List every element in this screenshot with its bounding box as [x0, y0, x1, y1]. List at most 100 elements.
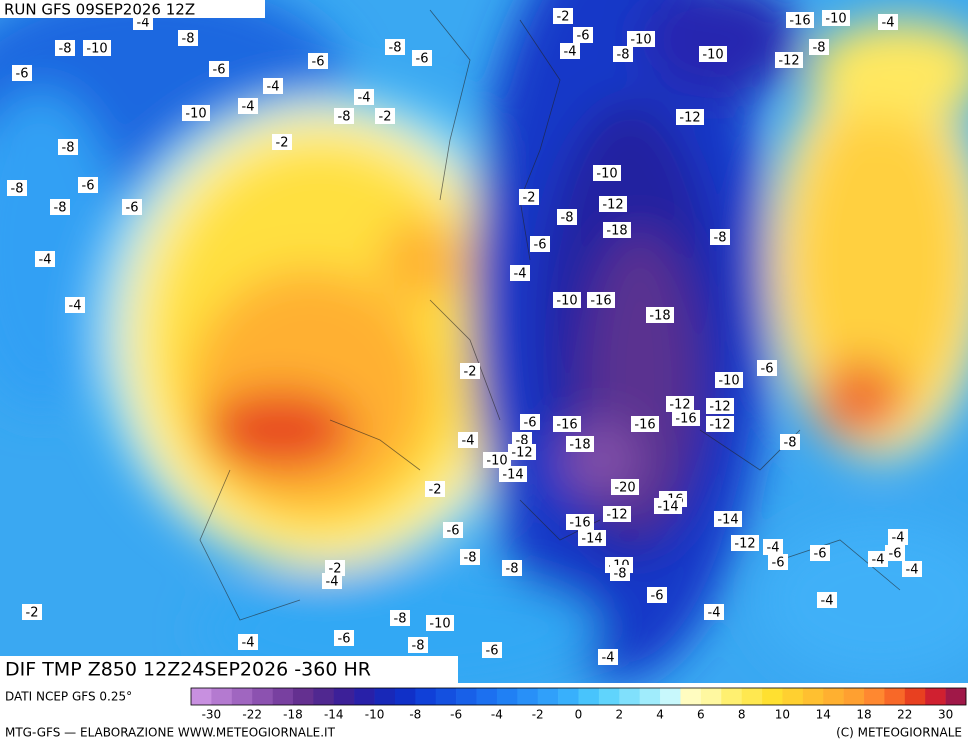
contour-label: -4	[39, 253, 52, 268]
contour-label-box	[12, 65, 32, 81]
colorbar-tick-label: -14	[324, 708, 344, 722]
credit-right: (C) METEOGIORNALE	[836, 726, 962, 740]
colorbar-swatch	[823, 688, 844, 705]
contour-label: -4	[821, 594, 834, 609]
contour-label-box	[122, 199, 142, 215]
contour-label: -18	[569, 438, 590, 453]
contour-label-box	[178, 30, 198, 46]
contour-label: -14	[717, 513, 738, 528]
contour-label: -4	[326, 575, 339, 590]
contour-label-box	[646, 307, 674, 323]
contour-label-box	[560, 43, 580, 59]
contour-label-box	[666, 396, 694, 412]
contour-label: -8	[464, 551, 477, 566]
contour-label-box	[510, 265, 530, 281]
contour-label: -18	[649, 309, 670, 324]
contour-label: -6	[416, 52, 429, 67]
contour-label: -16	[634, 418, 655, 433]
contour-label-box	[822, 10, 850, 26]
contour-label: -8	[506, 562, 519, 577]
contour-label: -8	[54, 201, 67, 216]
contour-label: -2	[379, 110, 392, 125]
contour-label-box	[573, 27, 593, 43]
contour-label: -4	[564, 45, 577, 60]
contour-label-box	[611, 479, 639, 495]
contour-label-box	[676, 109, 704, 125]
colorbar-tick-label: 0	[575, 708, 583, 722]
contour-label-box	[631, 416, 659, 432]
contour-label-box	[557, 209, 577, 225]
colorbar-swatch	[517, 688, 539, 705]
contour-label: -8	[338, 110, 351, 125]
contour-label: -6	[577, 29, 590, 44]
contour-label: -10	[630, 33, 651, 48]
colorbar-swatch	[904, 688, 926, 705]
colorbar-swatch	[864, 688, 885, 705]
contour-label: -14	[581, 532, 602, 547]
contour-label: -14	[657, 500, 678, 515]
contour-label-box	[408, 637, 428, 653]
colorbar-swatch	[496, 688, 518, 705]
contour-label: -12	[679, 111, 700, 126]
contour-label: -4	[358, 91, 371, 106]
contour-label-box	[65, 297, 85, 313]
contour-label-box	[710, 229, 730, 245]
contour-label-box	[603, 506, 631, 522]
contour-label-box	[263, 78, 283, 94]
colorbar-swatch	[231, 688, 253, 705]
contour-label-box	[483, 452, 511, 468]
contour-label: -8	[394, 612, 407, 627]
contour-label-box	[647, 587, 667, 603]
contour-label-box	[334, 108, 354, 124]
contour-label: -6	[213, 63, 226, 78]
contour-label-box	[587, 292, 615, 308]
contour-label: -4	[892, 531, 905, 546]
contour-label-box	[699, 46, 727, 62]
colorbar-tick-label: 10	[775, 708, 790, 722]
colorbar-tick-label: 6	[697, 708, 705, 722]
contour-label-box	[763, 539, 783, 555]
contour-label-box	[78, 177, 98, 193]
colorbar-swatch	[660, 688, 681, 705]
contour-label-box	[272, 134, 292, 150]
contour-label: -6	[312, 55, 325, 70]
contour-label-box	[482, 642, 502, 658]
contour-label-box	[308, 53, 328, 69]
contour-label-box	[458, 432, 478, 448]
contour-label: -10	[825, 12, 846, 27]
colorbar-swatch	[537, 688, 559, 705]
contour-label: -2	[557, 10, 570, 25]
contour-label-box	[520, 414, 540, 430]
contour-label: -6	[761, 362, 774, 377]
contour-label: -8	[813, 41, 826, 56]
colorbar-swatch	[680, 688, 702, 705]
contour-label: -12	[606, 508, 627, 523]
contour-label: -6	[772, 556, 785, 571]
colorbar-tick-label: -2	[532, 708, 544, 722]
contour-label-box	[715, 372, 743, 388]
contour-label: -10	[185, 107, 206, 122]
contour-label-box	[714, 511, 742, 527]
contour-label: -12	[778, 54, 799, 69]
colorbar-swatch	[558, 688, 579, 705]
contour-label: -6	[447, 524, 460, 539]
colorbar-tick-label: 2	[615, 708, 623, 722]
contour-label: -10	[702, 48, 723, 63]
contour-label-box	[627, 31, 655, 47]
contour-label-box	[443, 522, 463, 538]
colorbar-tick-label: 22	[897, 708, 912, 722]
contour-label-box	[706, 416, 734, 432]
data-source: DATI NCEP GFS 0.25°	[5, 690, 132, 704]
contour-label-box	[566, 514, 594, 530]
contour-label: -10	[429, 617, 450, 632]
colorbar-swatch	[456, 688, 477, 705]
colorbar-tick-label: -6	[450, 708, 462, 722]
contour-label-box	[598, 649, 618, 665]
colorbar-tick-label: 14	[816, 708, 831, 722]
contour-label-box	[530, 236, 550, 252]
colorbar-tick-label: 30	[938, 708, 953, 722]
contour-label-box	[325, 560, 345, 576]
colorbar-tick-label: 4	[656, 708, 664, 722]
colorbar-frame	[190, 687, 967, 706]
